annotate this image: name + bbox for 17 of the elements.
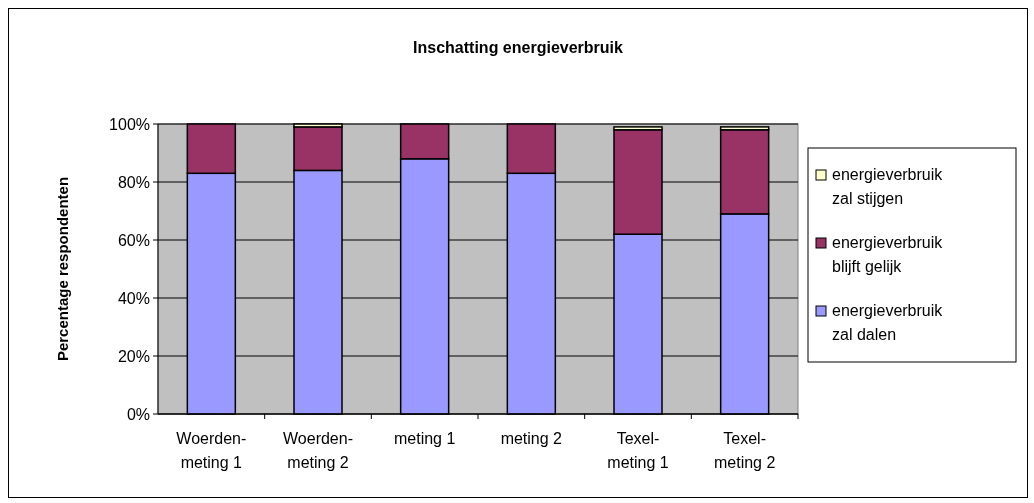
y-axis-title: Percentage respondenten [54, 176, 71, 362]
y-tick-label: 40% [117, 289, 150, 307]
x-tick-label: Woerden-meting 2 [283, 430, 353, 471]
x-tick-label: meting 1 [393, 430, 456, 447]
y-tick-label: 100% [109, 115, 150, 133]
x-tick-label: meting 2 [500, 430, 563, 447]
legend-label: energieverbruik zal stijgen [832, 166, 944, 207]
x-tick-label: Woerden-meting 1 [176, 430, 247, 471]
y-tick-label: 20% [117, 347, 150, 365]
chart-title: Inschatting energieverbruik [413, 39, 624, 56]
x-tick-label: Texel-meting 1 [607, 430, 669, 471]
y-tick-label: 80% [117, 173, 150, 191]
legend-label: energieverbruik zal dalen [832, 302, 944, 343]
legend-label: energieverbruik blijft gelijk [832, 234, 944, 275]
y-tick-label: 60% [117, 231, 150, 249]
y-tick-label: 0% [126, 405, 150, 423]
x-tick-label: Texel-meting 2 [713, 430, 776, 471]
